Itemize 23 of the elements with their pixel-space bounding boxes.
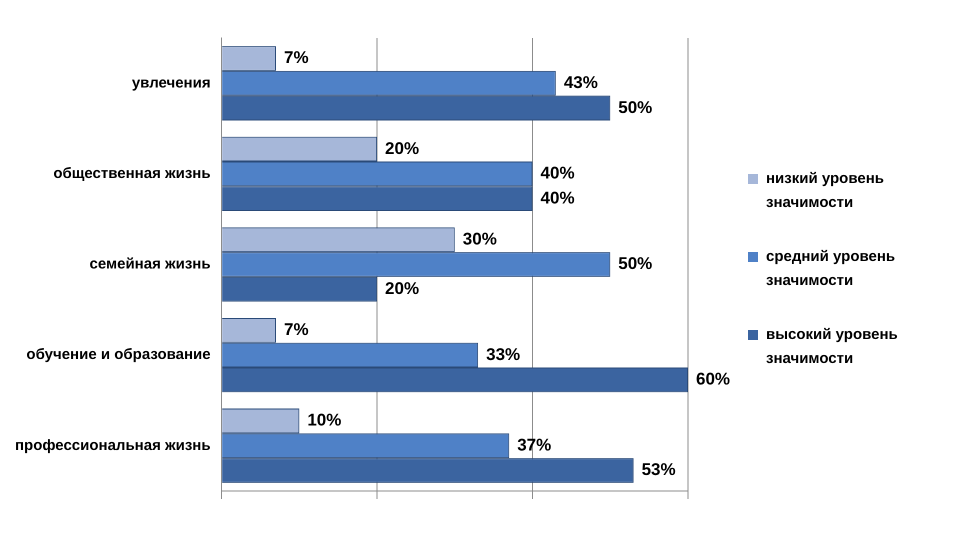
data-label: 37%	[517, 435, 552, 454]
data-label: 50%	[618, 98, 652, 117]
legend-label: низкий уровень значимости	[766, 168, 885, 212]
data-label: 60%	[696, 370, 730, 389]
data-label: 40%	[540, 164, 575, 183]
data-label: 20%	[385, 138, 420, 158]
y-tick-label: семейная жизнь	[90, 256, 211, 273]
legend-label: высокий уровень значимости	[766, 324, 899, 368]
data-label: 10%	[307, 410, 342, 430]
data-label: 7%	[284, 48, 309, 68]
data-label: 20%	[385, 278, 420, 298]
y-tick-label: профессиональная жизнь	[15, 436, 211, 454]
y-tick-label: увлечения	[132, 74, 211, 92]
y-tick-label: общественная жизнь	[53, 165, 211, 182]
y-tick-label: обучение и образование	[26, 346, 211, 364]
data-label: 43%	[564, 72, 598, 92]
data-label: 33%	[486, 344, 520, 364]
data-label: 40%	[540, 188, 575, 208]
data-label: 7%	[284, 320, 309, 340]
legend-label: средний уровень значимости	[766, 246, 896, 290]
data-label: 30%	[462, 229, 497, 248]
data-label: 53%	[642, 460, 676, 480]
data-label: 50%	[618, 254, 652, 274]
